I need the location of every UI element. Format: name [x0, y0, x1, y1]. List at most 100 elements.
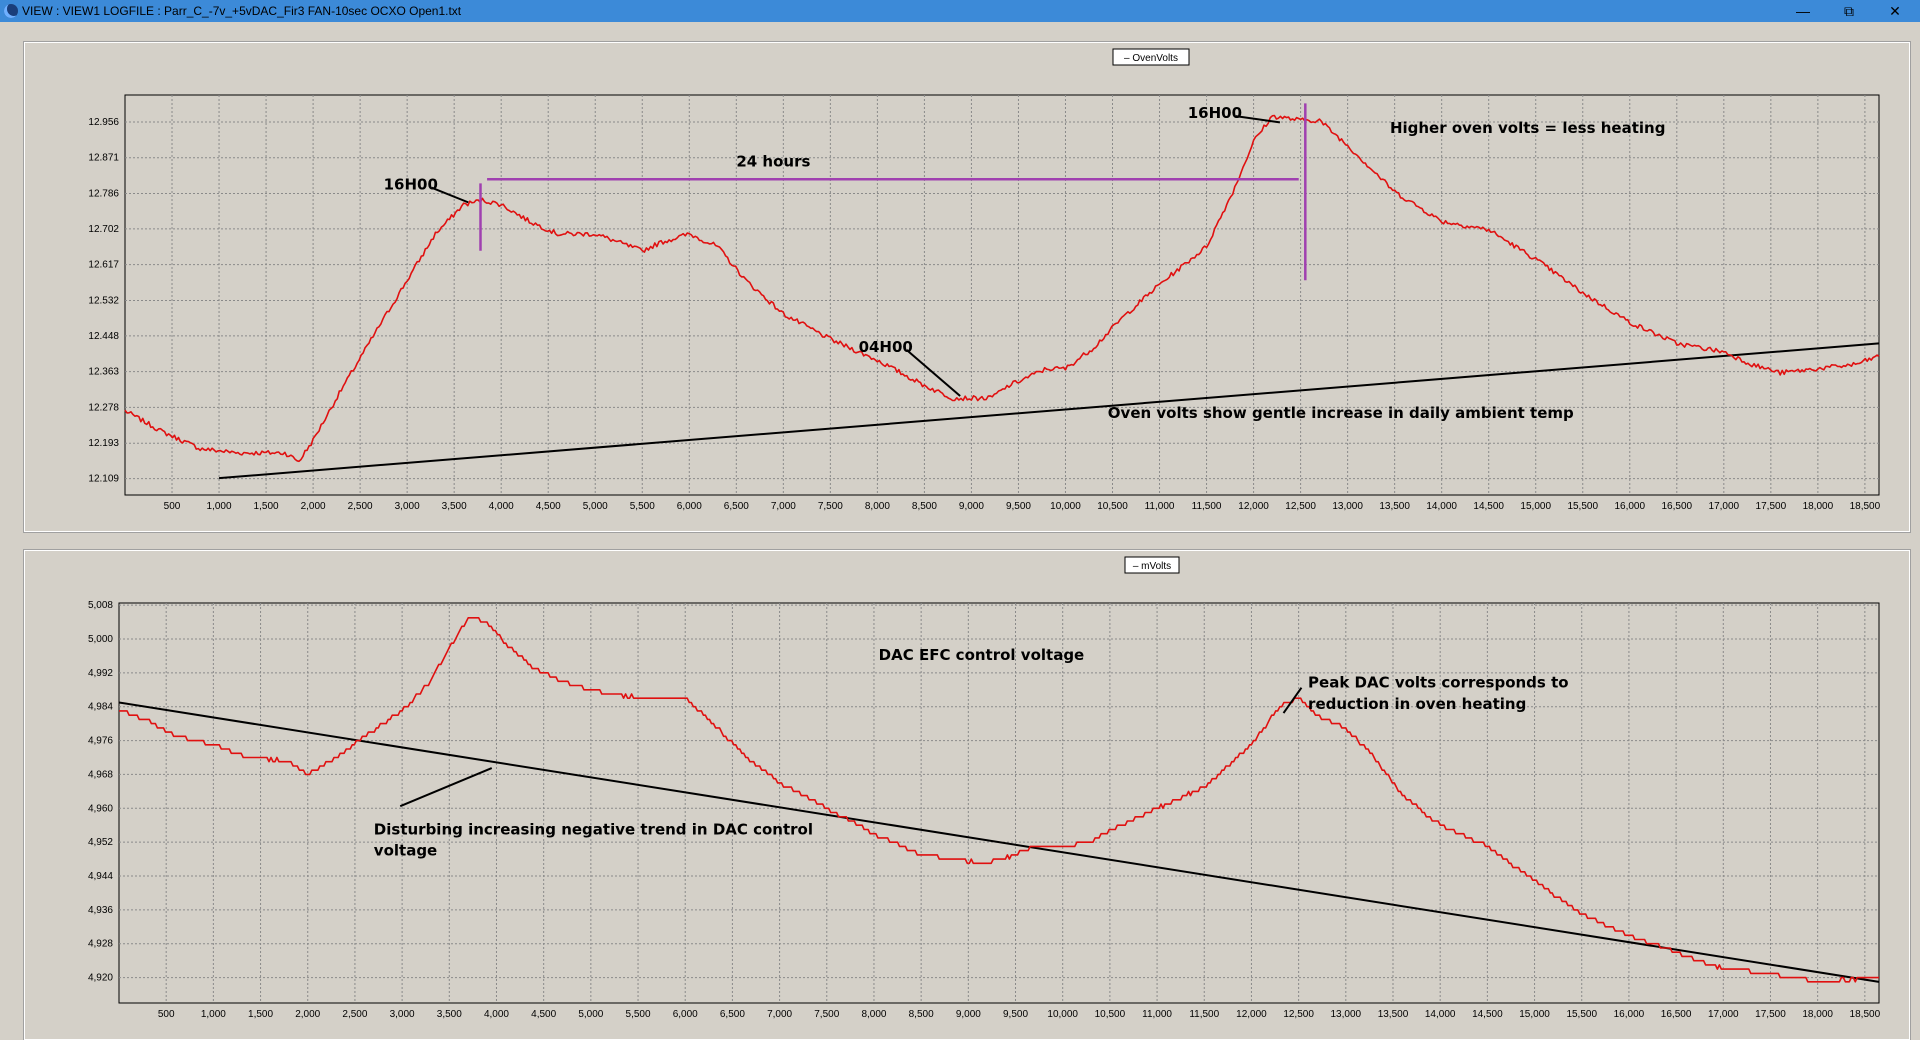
legend-label: – mVolts [1133, 561, 1171, 572]
x-tick-label: 17,000 [1709, 501, 1740, 512]
y-tick-label: 12.617 [88, 260, 119, 271]
x-tick-label: 16,500 [1661, 501, 1692, 512]
y-tick-label: 12.956 [88, 117, 119, 128]
x-tick-label: 10,000 [1050, 501, 1081, 512]
x-tick-label: 18,000 [1803, 501, 1834, 512]
y-tick-label: 12.363 [88, 367, 119, 378]
x-tick-label: 1,000 [207, 501, 232, 512]
x-tick-label: 12,000 [1238, 501, 1269, 512]
x-tick-label: 2,000 [301, 501, 326, 512]
annotation-label: reduction in oven heating [1308, 695, 1526, 713]
x-tick-label: 12,500 [1283, 1009, 1314, 1020]
x-tick-label: 3,000 [390, 1009, 415, 1020]
x-tick-label: 7,000 [771, 501, 796, 512]
x-tick-label: 9,000 [959, 501, 984, 512]
x-tick-label: 13,500 [1379, 501, 1410, 512]
trend-line [218, 342, 1880, 480]
x-tick-label: 9,000 [956, 1009, 981, 1020]
x-tick-label: 8,000 [865, 501, 890, 512]
annotation-label: Disturbing increasing negative trend in … [374, 821, 813, 839]
x-tick-label: 13,000 [1332, 501, 1363, 512]
series-line [119, 617, 1879, 983]
y-tick-label: 4,944 [88, 871, 113, 882]
x-tick-label: 12,500 [1285, 501, 1316, 512]
app-icon [4, 4, 18, 18]
x-tick-label: 9,500 [1003, 1009, 1028, 1020]
x-tick-label: 13,000 [1331, 1009, 1362, 1020]
x-tick-label: 9,500 [1006, 501, 1031, 512]
x-tick-label: 18,500 [1850, 501, 1881, 512]
x-tick-label: 12,000 [1236, 1009, 1267, 1020]
x-tick-label: 8,000 [861, 1009, 886, 1020]
x-tick-label: 500 [158, 1009, 175, 1020]
x-tick-label: 16,000 [1614, 1009, 1645, 1020]
x-tick-label: 7,500 [814, 1009, 839, 1020]
x-tick-label: 11,500 [1192, 501, 1222, 512]
x-tick-label: 11,000 [1142, 1009, 1172, 1020]
y-tick-label: 12.278 [88, 402, 119, 413]
x-tick-label: 15,000 [1520, 501, 1551, 512]
y-tick-label: 12.193 [88, 438, 119, 449]
x-tick-label: 13,500 [1378, 1009, 1409, 1020]
y-tick-label: 4,952 [88, 837, 113, 848]
annotation-label: voltage [374, 842, 437, 860]
x-tick-label: 2,500 [342, 1009, 367, 1020]
x-tick-label: 14,500 [1473, 501, 1504, 512]
x-tick-label: 17,500 [1756, 501, 1787, 512]
close-button[interactable]: ✕ [1889, 2, 1901, 19]
x-tick-label: 16,500 [1661, 1009, 1692, 1020]
x-tick-label: 5,000 [583, 501, 608, 512]
y-tick-label: 4,928 [88, 939, 113, 950]
y-tick-label: 4,992 [88, 668, 113, 679]
y-tick-label: 5,008 [88, 600, 113, 611]
oven-volts-chart-panel: – OvenVolts 500 1,000 1,500 2,000 2,500 3,000 3… [23, 41, 1911, 533]
y-tick-label: 4,936 [88, 905, 113, 916]
x-axis: 500 1,000 1,500 2,000 2,500 3,000 3,500 4,000 4,… [158, 603, 1881, 1020]
x-tick-label: 4,000 [489, 501, 514, 512]
legend-box [1112, 48, 1190, 66]
x-tick-label: 18,500 [1850, 1009, 1881, 1020]
x-tick-label: 5,500 [630, 501, 655, 512]
x-tick-label: 16,000 [1614, 501, 1645, 512]
x-tick-label: 15,000 [1519, 1009, 1550, 1020]
legend: – OvenVolts [1112, 48, 1190, 66]
plot-area [118, 602, 1880, 1004]
x-tick-label: 17,500 [1755, 1009, 1786, 1020]
annotation-label: DAC EFC control voltage [879, 646, 1085, 664]
x-tick-label: 15,500 [1567, 501, 1598, 512]
x-tick-label: 1,500 [254, 501, 279, 512]
x-tick-label: 500 [164, 501, 181, 512]
x-tick-label: 3,000 [395, 501, 420, 512]
x-tick-label: 11,000 [1145, 501, 1175, 512]
x-tick-label: 8,500 [909, 1009, 934, 1020]
x-tick-label: 15,500 [1566, 1009, 1597, 1020]
trend-line [118, 701, 1880, 983]
window-titlebar[interactable]: VIEW : VIEW1 LOGFILE : Parr_C_-7v_+5vDAC… [0, 0, 1920, 22]
y-tick-label: 12.786 [88, 189, 119, 200]
y-tick-label: 4,960 [88, 803, 113, 814]
x-tick-label: 10,500 [1095, 1009, 1126, 1020]
legend-box [1124, 556, 1180, 574]
y-tick-label: 12.109 [88, 474, 119, 485]
x-tick-label: 4,500 [536, 501, 561, 512]
dac-mvolts-chart: – mVolts 500 1,000 1,500 2,000 2,500 3,000 3,50… [88, 556, 1881, 1020]
dac-mvolts-chart-panel: – mVolts 500 1,000 1,500 2,000 2,500 3,000 3,50… [23, 549, 1911, 1040]
y-tick-label: 12.448 [88, 331, 119, 342]
annotation-pointer [399, 767, 493, 808]
minimize-button[interactable]: — [1796, 3, 1810, 19]
x-tick-label: 6,000 [673, 1009, 698, 1020]
annotation-label: 24 hours [736, 153, 810, 171]
annotation-pointer [1235, 115, 1281, 124]
x-tick-label: 4,000 [484, 1009, 509, 1020]
annotation-label: Oven volts show gentle increase in daily… [1108, 404, 1574, 422]
annotation-label: Peak DAC volts corresponds to [1308, 674, 1569, 692]
y-axis: 12.109 12.193 12.278 12.363 12.448 12.532 12.6… [88, 117, 1879, 485]
x-axis: 500 1,000 1,500 2,000 2,500 3,000 3,500 4,000 4,… [164, 95, 1881, 512]
restore-button[interactable]: ⧉ [1844, 2, 1854, 19]
x-tick-label: 8,500 [912, 501, 937, 512]
x-tick-label: 2,000 [295, 1009, 320, 1020]
window-title: VIEW : VIEW1 LOGFILE : Parr_C_-7v_+5vDAC… [22, 4, 462, 18]
x-tick-label: 10,000 [1047, 1009, 1078, 1020]
y-tick-label: 4,984 [88, 702, 113, 713]
oven-volts-chart: – OvenVolts 500 1,000 1,500 2,000 2,500 3,000 3… [88, 48, 1881, 512]
